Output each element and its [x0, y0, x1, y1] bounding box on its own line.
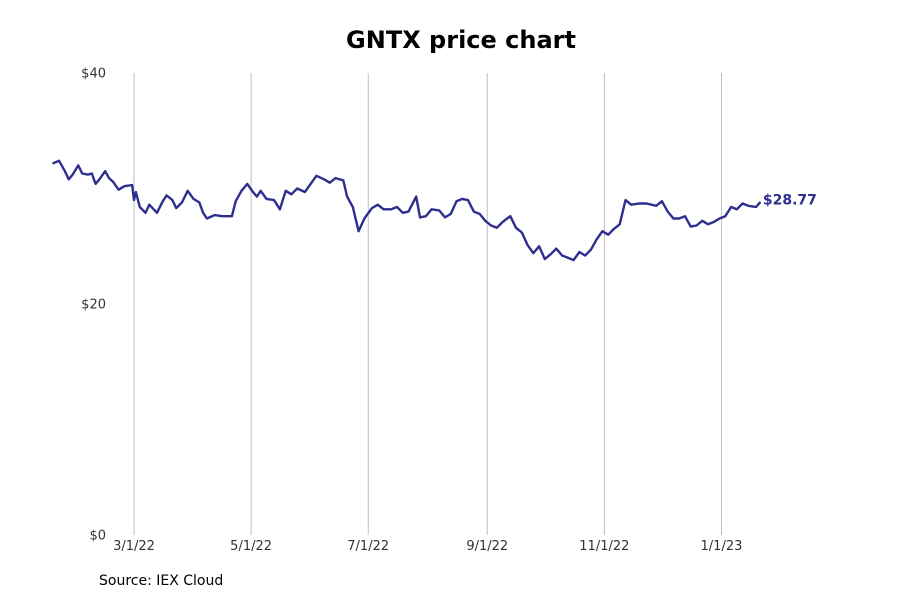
y-tick-label: $40 [81, 67, 106, 82]
x-tick-label: 7/1/22 [347, 539, 389, 554]
y-axis-tick-labels: $0 $20 $40 [81, 67, 106, 544]
y-tick-label: $20 [81, 298, 106, 313]
x-tick-label: 3/1/22 [113, 539, 155, 554]
x-axis-tick-labels: 3/1/22 5/1/22 7/1/22 9/1/22 11/1/22 1/1/23 [113, 539, 742, 554]
x-tick-label: 5/1/22 [230, 539, 272, 554]
y-tick-label: $0 [89, 529, 106, 544]
vertical-gridlines [133, 73, 722, 535]
chart-title: GNTX price chart [346, 26, 576, 54]
x-tick-label: 1/1/23 [701, 539, 743, 554]
x-tick-label: 11/1/22 [579, 539, 629, 554]
source-note: Source: IEX Cloud [99, 573, 224, 589]
x-tick-label: 9/1/22 [466, 539, 508, 554]
price-series-line [52, 159, 761, 262]
last-price-label: $28.77 [763, 193, 817, 209]
